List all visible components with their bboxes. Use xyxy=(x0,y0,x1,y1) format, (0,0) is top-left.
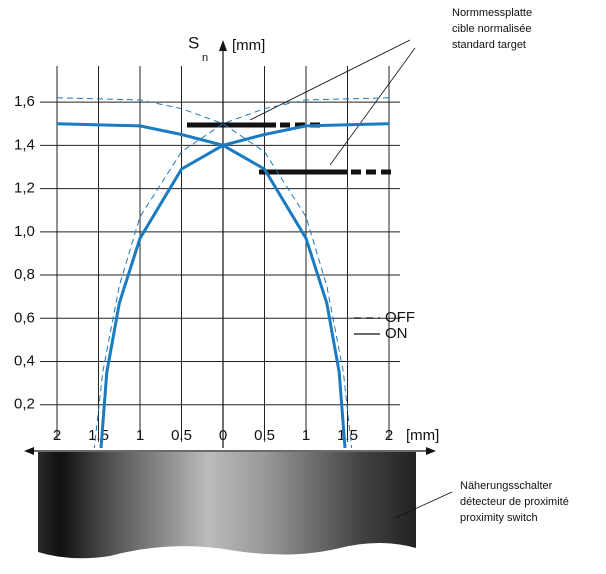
annotation: cible normalisée xyxy=(452,23,531,35)
curve xyxy=(99,122,390,449)
proximity-switch xyxy=(38,452,416,559)
x-tick-label: 2 xyxy=(385,427,393,444)
annotation: détecteur de proximité xyxy=(460,496,569,508)
legend-label: OFF xyxy=(385,309,415,326)
y-tick-label: 0,2 xyxy=(14,396,35,413)
y-tick-label: 1,0 xyxy=(14,223,35,240)
y-axis-arrow xyxy=(219,40,227,51)
x-tick-label: 1 xyxy=(302,427,310,444)
leader xyxy=(394,491,453,519)
y-tick-label: 1,2 xyxy=(14,180,35,197)
curve xyxy=(93,97,390,449)
x-tick-label: 1 xyxy=(136,427,144,444)
annotation: proximity switch xyxy=(460,512,538,524)
y-tick-label: 0,4 xyxy=(14,352,35,369)
x-tick-label: 0 xyxy=(219,427,227,444)
targets xyxy=(187,39,453,519)
x-tick-label: 0,5 xyxy=(254,427,275,444)
y-tick-label: 0,6 xyxy=(14,309,35,326)
annotation: Näherungsschalter xyxy=(460,480,553,492)
y-tick-label: 0,8 xyxy=(14,266,35,283)
x-tick-label: 1,5 xyxy=(88,427,109,444)
leader xyxy=(249,39,411,121)
curve xyxy=(56,122,347,449)
y-tick-label: 1,4 xyxy=(14,136,35,153)
legend-label: ON xyxy=(385,325,408,342)
x-unit: [mm] xyxy=(406,427,439,444)
y-unit: [mm] xyxy=(232,37,265,54)
x-tick-label: 1,5 xyxy=(337,427,358,444)
y-label-sub: n xyxy=(202,52,208,64)
y-label: S xyxy=(188,33,199,52)
annotation: standard target xyxy=(452,39,526,51)
x-tick-label: 2 xyxy=(53,427,61,444)
x-tick-label: 0,5 xyxy=(171,427,192,444)
leader xyxy=(329,47,416,166)
y-tick-label: 1,6 xyxy=(14,93,35,110)
curve xyxy=(56,97,353,449)
annotation: Normmessplatte xyxy=(452,7,532,19)
